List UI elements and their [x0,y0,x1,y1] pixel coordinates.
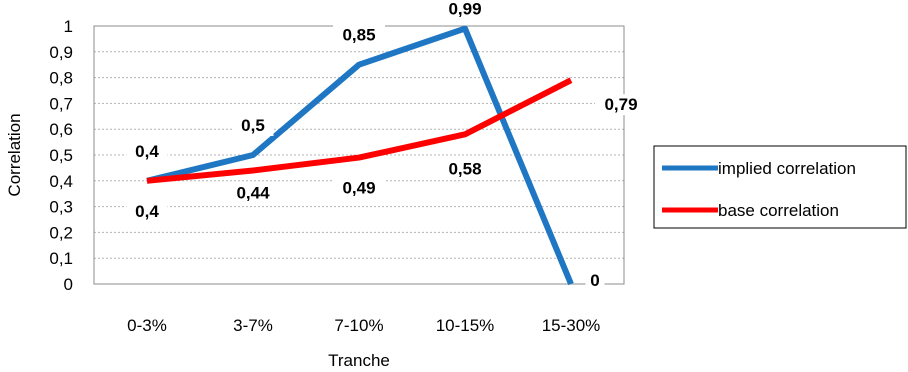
data-label: 0,4 [135,202,159,221]
data-label: 0,5 [241,116,265,135]
x-axis-ticks: 0-3% 3-7% 7-10% 10-15% 15-30% [127,316,600,335]
data-label-bg [585,270,605,291]
data-labels: 0,4 0,5 0,85 0,99 0 0,4 0,44 0,49 0,58 0,79 [126,0,647,291]
y-tick-label: 0,5 [49,146,73,165]
data-label-bg [439,0,491,20]
data-label: 0,44 [236,183,270,202]
legend-label: base correlation [718,201,839,220]
y-tick-label: 0,3 [49,198,73,217]
data-label-bg [126,140,168,162]
legend-label: implied correlation [718,159,856,178]
y-axis-ticks: 0 0,1 0,2 0,3 0,4 0,5 0,6 0,7 0,8 0,9 1 [49,17,73,294]
y-tick-label: 0,4 [49,172,73,191]
data-label-bg [439,158,491,180]
legend-box [653,145,907,229]
data-label: 0,85 [342,26,375,45]
y-tick-label: 0,1 [49,249,73,268]
data-label: 0,4 [135,142,159,161]
y-tick-label: 0,9 [49,43,73,62]
series-line-1 [146,77,573,184]
y-tick-label: 0 [64,275,73,294]
y-tick-label: 0,2 [49,223,73,242]
x-tick-label: 10-15% [436,316,495,335]
data-label: 0,99 [448,0,481,19]
data-label-bg [227,182,279,204]
x-axis-title: Tranche [328,351,390,370]
data-label-bg [126,200,168,222]
y-tick-label: 0,6 [49,120,73,139]
data-label-bg [595,94,647,116]
y-axis-title: Correlation [5,113,24,196]
data-label-bg [333,24,385,46]
x-tick-label: 15-30% [542,316,601,335]
data-label: 0 [590,271,599,290]
y-tick-label: 0,8 [49,69,73,88]
data-label: 0,49 [342,179,375,198]
data-label-bg [333,177,385,199]
x-tick-label: 7-10% [334,316,383,335]
data-label-bg [232,115,274,136]
legend: implied correlation base correlation [653,145,907,229]
data-label: 0,58 [448,159,481,178]
y-tick-label: 0,7 [49,94,73,113]
data-label: 0,79 [604,95,637,114]
y-tick-label: 1 [64,17,73,36]
x-tick-label: 0-3% [127,316,167,335]
series-lines [146,25,574,286]
x-tick-label: 3-7% [233,316,273,335]
